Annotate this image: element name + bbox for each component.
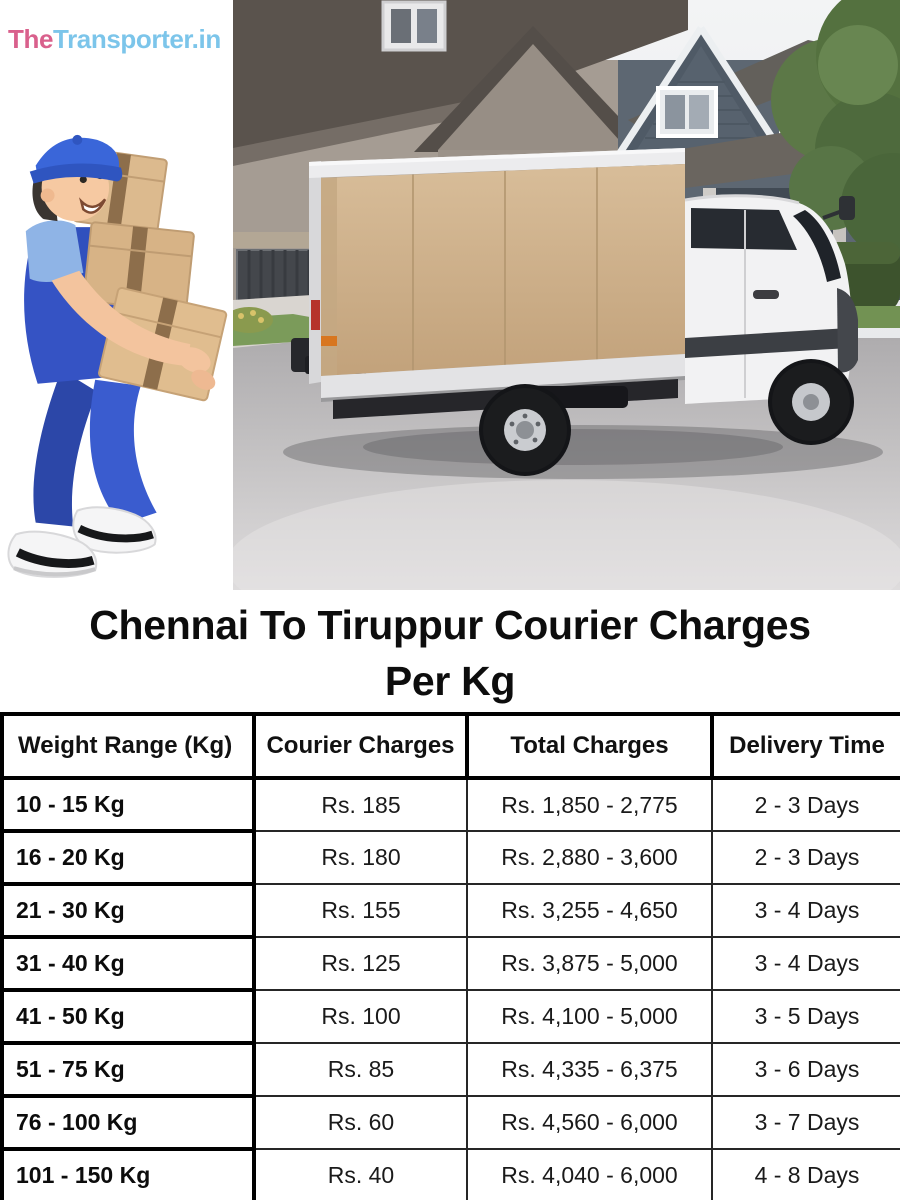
cell-delivery: 3 - 4 Days — [711, 936, 900, 991]
delivery-man-illustration — [0, 122, 233, 592]
cell-weight: 21 - 30 Kg — [0, 882, 256, 939]
header-delivery-time: Delivery Time — [710, 712, 900, 780]
cell-delivery: 3 - 5 Days — [711, 989, 900, 1044]
table-row: 21 - 30 Kg Rs. 155 Rs. 3,255 - 4,650 3 -… — [0, 882, 900, 939]
cell-total: Rs. 1,850 - 2,775 — [466, 777, 713, 832]
logo-part-the: The — [8, 24, 54, 54]
cell-total: Rs. 2,880 - 3,600 — [466, 830, 713, 885]
table-row: 101 - 150 Kg Rs. 40 Rs. 4,040 - 6,000 4 … — [0, 1147, 900, 1200]
cell-delivery: 4 - 8 Days — [711, 1148, 900, 1200]
courier-charges-table: Weight Range (Kg) Courier Charges Total … — [0, 712, 900, 1200]
table-header-row: Weight Range (Kg) Courier Charges Total … — [0, 712, 900, 780]
cell-courier: Rs. 85 — [253, 1042, 468, 1097]
title-line-2: Per Kg — [384, 658, 516, 704]
table-row: 31 - 40 Kg Rs. 125 Rs. 3,875 - 5,000 3 -… — [0, 935, 900, 992]
truck-cab — [684, 194, 858, 404]
cell-total: Rs. 4,560 - 6,000 — [466, 1095, 713, 1150]
cell-delivery: 3 - 7 Days — [711, 1095, 900, 1150]
cell-courier: Rs. 100 — [253, 989, 468, 1044]
header-courier-charges: Courier Charges — [252, 712, 469, 780]
cell-weight: 51 - 75 Kg — [0, 1041, 256, 1098]
header-weight-range: Weight Range (Kg) — [0, 712, 256, 780]
cell-weight: 16 - 20 Kg — [0, 829, 256, 886]
sneakers — [7, 506, 157, 578]
logo-part-transporter: Transporter.in — [53, 24, 221, 54]
cell-weight: 76 - 100 Kg — [0, 1094, 256, 1151]
cell-delivery: 2 - 3 Days — [711, 777, 900, 832]
cell-delivery: 3 - 4 Days — [711, 883, 900, 938]
header-total-charges: Total Charges — [465, 712, 714, 780]
cell-courier: Rs. 60 — [253, 1095, 468, 1150]
cell-delivery: 2 - 3 Days — [711, 830, 900, 885]
cell-total: Rs. 4,100 - 5,000 — [466, 989, 713, 1044]
tree — [771, 0, 900, 301]
box-truck — [283, 148, 883, 479]
table-row: 41 - 50 Kg Rs. 100 Rs. 4,100 - 5,000 3 -… — [0, 988, 900, 1045]
cell-courier: Rs. 40 — [253, 1148, 468, 1200]
cell-total: Rs. 4,040 - 6,000 — [466, 1148, 713, 1200]
table-row: 76 - 100 Kg Rs. 60 Rs. 4,560 - 6,000 3 -… — [0, 1094, 900, 1151]
table-row: 16 - 20 Kg Rs. 180 Rs. 2,880 - 3,600 2 -… — [0, 829, 900, 886]
cell-courier: Rs. 180 — [253, 830, 468, 885]
cell-weight: 31 - 40 Kg — [0, 935, 256, 992]
truck-photo — [233, 0, 900, 590]
cell-weight: 10 - 15 Kg — [0, 776, 256, 833]
page-title: Chennai To Tiruppur Courier Charges Per … — [0, 597, 900, 709]
title-line-1: Chennai To Tiruppur Courier Charges — [89, 602, 811, 648]
cell-courier: Rs. 155 — [253, 883, 468, 938]
table-row: 51 - 75 Kg Rs. 85 Rs. 4,335 - 6,375 3 - … — [0, 1041, 900, 1098]
cell-total: Rs. 3,255 - 4,650 — [466, 883, 713, 938]
cap — [29, 134, 123, 184]
rear-wheel — [479, 384, 571, 476]
cell-courier: Rs. 185 — [253, 777, 468, 832]
cell-total: Rs. 4,335 - 6,375 — [466, 1042, 713, 1097]
table-row: 10 - 15 Kg Rs. 185 Rs. 1,850 - 2,775 2 -… — [0, 776, 900, 833]
cell-delivery: 3 - 6 Days — [711, 1042, 900, 1097]
cell-weight: 41 - 50 Kg — [0, 988, 256, 1045]
site-logo: TheTransporter.in — [8, 24, 221, 55]
cell-courier: Rs. 125 — [253, 936, 468, 991]
front-wheel — [768, 359, 854, 445]
cell-total: Rs. 3,875 - 5,000 — [466, 936, 713, 991]
cell-weight: 101 - 150 Kg — [0, 1147, 256, 1200]
